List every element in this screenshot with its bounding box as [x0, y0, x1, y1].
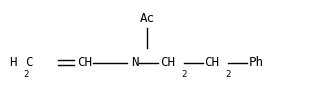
Text: CH: CH [161, 56, 175, 69]
Text: C: C [25, 56, 32, 69]
Text: CH: CH [77, 56, 92, 69]
Text: H: H [9, 56, 17, 69]
Text: N: N [131, 56, 138, 69]
Text: Ph: Ph [248, 56, 263, 69]
Text: CH: CH [205, 56, 219, 69]
Text: Ac: Ac [140, 12, 155, 25]
Text: 2: 2 [225, 70, 230, 79]
Text: 2: 2 [181, 70, 186, 79]
Text: 2: 2 [23, 70, 28, 79]
